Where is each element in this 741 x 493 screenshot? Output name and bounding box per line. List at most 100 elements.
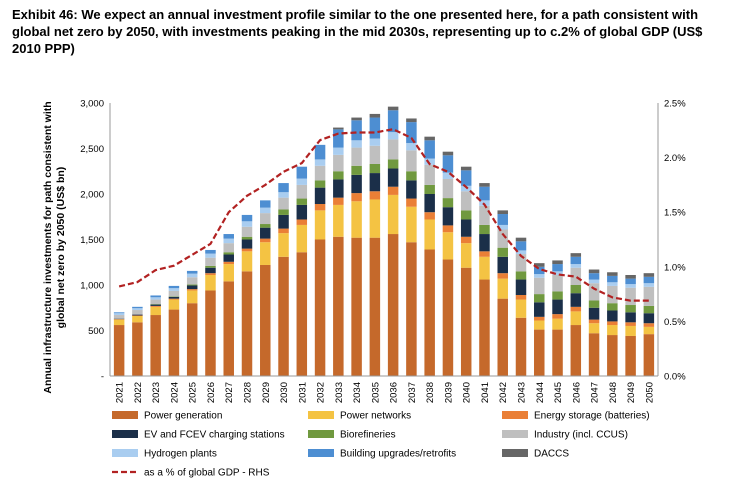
y-tick-label: 2,000 <box>80 190 104 201</box>
bar-segment <box>625 312 636 323</box>
bar-segment <box>296 252 308 376</box>
bar-segment <box>205 273 216 275</box>
bar-segment <box>552 318 563 330</box>
bar-segment <box>223 238 234 244</box>
bar-segment <box>424 212 435 220</box>
bar-segment <box>534 263 545 267</box>
legend-swatch <box>308 430 334 438</box>
bar-segment <box>570 264 582 268</box>
bar-segment <box>132 306 143 309</box>
bar-segment <box>534 302 545 317</box>
bar-segment <box>260 238 271 243</box>
bar-segment <box>643 305 655 314</box>
bar-segment <box>113 319 125 326</box>
line-layer <box>118 128 649 302</box>
bar-segment <box>351 120 362 141</box>
bar-segment <box>625 274 636 279</box>
bar-segment <box>424 158 435 165</box>
bar-segment <box>534 266 545 275</box>
bar-segment <box>607 321 618 326</box>
x-tick-label: 2032 <box>316 382 327 403</box>
bar-segment <box>168 299 180 310</box>
bar-segment <box>205 274 216 291</box>
x-tick-label: 2039 <box>443 382 454 403</box>
bar-segment <box>497 273 508 279</box>
legend-label: Power networks <box>340 411 411 422</box>
bar-segment <box>150 295 161 298</box>
bar-segment <box>369 117 381 139</box>
bar-segment <box>424 184 435 194</box>
bar-segment <box>296 224 308 253</box>
legend-swatch <box>502 411 528 419</box>
bar-segment <box>552 314 563 319</box>
x-tick-label: 2036 <box>389 382 400 403</box>
bar-segment <box>515 271 527 280</box>
bar-segment <box>643 313 655 324</box>
bar-segment <box>497 247 508 257</box>
bar-segment <box>333 127 344 130</box>
bar-segment <box>168 285 180 289</box>
bar-segment <box>369 113 381 118</box>
bar-segment <box>643 323 655 327</box>
bar-segment <box>570 306 582 312</box>
bar-segment <box>260 264 271 376</box>
bar-segment <box>497 224 508 230</box>
bar-segment <box>205 249 216 254</box>
legend-label: Biorefineries <box>340 430 396 441</box>
bar-segment <box>387 139 399 160</box>
x-tick-label: 2033 <box>334 382 345 403</box>
bar-segment <box>351 140 362 148</box>
bar-segment <box>497 229 508 248</box>
bar-segment <box>607 272 618 276</box>
bar-segment <box>479 224 490 235</box>
bar-segment <box>223 234 234 239</box>
bar-segment <box>186 273 198 278</box>
x-tick-label: 2038 <box>425 382 436 403</box>
bar-segment <box>497 278 508 299</box>
bar-segment <box>497 256 508 274</box>
bar-segment <box>296 184 308 199</box>
bar-segment <box>333 179 344 198</box>
x-tick-label: 2029 <box>261 382 272 403</box>
bar-segment <box>351 193 362 202</box>
bar-segment <box>168 296 180 299</box>
bar-segment <box>643 273 655 277</box>
bar-segment <box>497 214 508 225</box>
bar-segment <box>132 314 143 316</box>
bar-segment <box>387 234 399 376</box>
x-tick-label: 2034 <box>352 382 363 403</box>
bar-segment <box>260 207 271 214</box>
bar-segment <box>132 310 143 315</box>
bar-segment <box>625 322 636 326</box>
bar-segment <box>534 316 545 321</box>
bar-segment <box>351 201 362 238</box>
bar-segment <box>552 291 563 300</box>
bar-segment <box>570 253 582 257</box>
x-tick-label: 2035 <box>370 382 381 403</box>
bar-segment <box>278 256 289 376</box>
bar-segment <box>460 219 472 237</box>
bar-segment <box>241 221 253 227</box>
gdp-share-line <box>118 128 649 302</box>
x-tick-label: 2027 <box>224 382 235 403</box>
bar-segment <box>113 325 125 376</box>
x-tick-label: 2048 <box>608 382 619 403</box>
bar-segment <box>515 237 527 242</box>
bar-segment <box>534 277 545 295</box>
legend-label: Industry (incl. CCUS) <box>534 430 628 441</box>
y2-tick-label: 2.0% <box>664 153 686 164</box>
bar-segment <box>607 275 618 283</box>
bar-segment <box>406 206 417 243</box>
x-tick-label: 2025 <box>188 382 199 403</box>
x-tick-label: 2050 <box>644 382 655 403</box>
bar-segment <box>460 170 472 186</box>
bar-segment <box>442 172 454 179</box>
bar-segment <box>260 200 271 208</box>
y-axis-label: Annual infrastructure investments for pa… <box>42 101 67 393</box>
bar-segment <box>424 249 435 376</box>
bar-segment <box>369 145 381 164</box>
bar-segment <box>479 183 490 187</box>
x-tick-label: 2042 <box>498 382 509 403</box>
legend-label: Energy storage (batteries) <box>534 411 650 422</box>
x-tick-label: 2041 <box>480 382 491 403</box>
